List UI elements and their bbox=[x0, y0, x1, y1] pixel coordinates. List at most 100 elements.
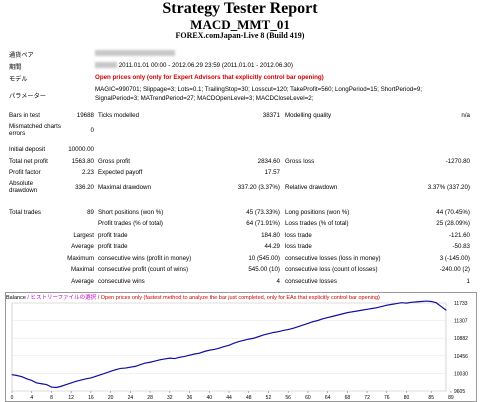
balance-point bbox=[396, 303, 398, 305]
chart-header: Balance / ヒストリーファイルの選択 / Open prices onl… bbox=[6, 295, 380, 301]
balance-point bbox=[267, 333, 269, 335]
balance-point bbox=[115, 369, 117, 371]
ticks-label: Ticks modelled bbox=[98, 112, 140, 119]
balance-point bbox=[243, 339, 245, 341]
average-pt-label: profit trade bbox=[98, 243, 128, 250]
x-tick-label: 16 bbox=[88, 395, 94, 401]
balance-point bbox=[282, 329, 284, 331]
balance-point bbox=[60, 385, 62, 387]
balance-point bbox=[75, 380, 77, 382]
balance-point bbox=[11, 374, 13, 376]
balance-point bbox=[21, 376, 23, 378]
balance-point bbox=[198, 352, 200, 354]
balance-point bbox=[263, 334, 265, 336]
period-value: 2011.01.01 00:00 - 2012.06.29 23:59 (201… bbox=[95, 62, 293, 69]
x-tick-label: 60 bbox=[305, 395, 311, 401]
avg-cw-value: 4 bbox=[276, 278, 280, 285]
mxl-cl-value: -240.00 (2) bbox=[439, 266, 470, 273]
x-tick-label: 64 bbox=[325, 395, 331, 401]
short-label: Short positions (won %) bbox=[98, 209, 164, 216]
long-label: Long positions (won %) bbox=[285, 209, 350, 216]
chart-note: Open prices only (fastest method to anal… bbox=[100, 295, 380, 301]
quality-value: n/a bbox=[461, 112, 470, 119]
x-tick-label: 28 bbox=[147, 395, 153, 401]
balance-point bbox=[401, 302, 403, 304]
balance-point bbox=[179, 356, 181, 358]
balance-point bbox=[193, 353, 195, 355]
x-tick-label: 76 bbox=[384, 395, 390, 401]
y-tick-label: 11733 bbox=[454, 301, 468, 307]
balance-point bbox=[169, 357, 171, 359]
max-cw-label: consecutive wins (profit in money) bbox=[98, 255, 192, 262]
chart-balance-label: Balance bbox=[6, 295, 26, 301]
largest-lt-value: -121.60 bbox=[449, 232, 470, 239]
balance-point bbox=[341, 313, 343, 315]
y-tick-label: 10882 bbox=[454, 336, 468, 342]
net-value: 1563.80 bbox=[71, 158, 94, 165]
balance-point bbox=[248, 338, 250, 340]
balance-point bbox=[218, 347, 220, 349]
symbol-value-redacted bbox=[95, 50, 175, 57]
balance-point bbox=[159, 359, 161, 361]
balance-point bbox=[440, 305, 442, 307]
x-tick-label: 56 bbox=[285, 395, 291, 401]
balance-point bbox=[70, 382, 72, 384]
balance-point bbox=[80, 379, 82, 381]
balance-point bbox=[381, 305, 383, 307]
gross-profit-value: 2834.60 bbox=[257, 158, 280, 165]
balance-point bbox=[208, 349, 210, 351]
avg-label: Average bbox=[71, 278, 94, 285]
report-subtitle: MACD_MMT_01 bbox=[190, 17, 290, 32]
chart-history-label: ヒストリーファイルの選択 bbox=[30, 295, 97, 301]
max-cl-label: consecutive losses (loss in money) bbox=[285, 255, 381, 262]
balance-point bbox=[346, 312, 348, 314]
balance-point bbox=[203, 351, 205, 353]
balance-point bbox=[16, 374, 18, 376]
balance-point bbox=[371, 308, 373, 309]
x-tick-label: 44 bbox=[226, 395, 232, 401]
x-tick-label: 32 bbox=[167, 395, 173, 401]
report-title: Strategy Tester Report bbox=[162, 0, 318, 17]
params-line1: MAGIC=990701; Slippage=3; Lots=0.1; Trai… bbox=[95, 86, 423, 93]
balance-point bbox=[95, 375, 97, 377]
max-cl-value: 3 (-145.00) bbox=[439, 255, 470, 262]
balance-point bbox=[100, 374, 102, 376]
plot-frame bbox=[11, 302, 447, 392]
x-tick-label: 36 bbox=[187, 395, 193, 401]
mismatch-label-2: errors bbox=[9, 130, 26, 137]
largest-lt-label: loss trade bbox=[285, 232, 312, 239]
balance-point bbox=[31, 379, 33, 381]
x-tick-label: 40 bbox=[206, 395, 212, 401]
balance-point bbox=[312, 321, 314, 323]
avg-cw-label: consecutive wins bbox=[98, 278, 145, 285]
abs-dd-label-2: drawdown bbox=[9, 187, 38, 194]
deposit-value: 10000.00 bbox=[68, 146, 94, 153]
balance-point bbox=[253, 337, 255, 339]
y-tick-label: 10456 bbox=[454, 354, 468, 360]
deposit-label: Initial deposit bbox=[9, 146, 46, 153]
mismatch-label-1: Mismatched charts bbox=[9, 123, 61, 130]
x-tick-label: 20 bbox=[108, 395, 114, 401]
balance-point bbox=[366, 308, 368, 310]
balance-point bbox=[292, 327, 294, 329]
symbol-label: 通貨ペア bbox=[9, 52, 34, 59]
balance-point bbox=[361, 309, 363, 311]
gross-loss-label: Gross loss bbox=[285, 158, 315, 165]
balance-chart: Balance / ヒストリーファイルの選択 / Open prices onl… bbox=[5, 292, 477, 402]
balance-point bbox=[386, 304, 388, 306]
balance-point bbox=[105, 372, 107, 374]
balance-point bbox=[36, 382, 38, 384]
average-label: Average bbox=[71, 243, 94, 250]
gross-profit-label: Gross profit bbox=[98, 158, 130, 165]
balance-point bbox=[164, 358, 166, 360]
x-tick-label: 72 bbox=[364, 395, 370, 401]
maximum-label: Maximum bbox=[67, 255, 94, 262]
balance-point bbox=[124, 367, 126, 369]
balance-point bbox=[233, 342, 235, 344]
y-tick-label: 9605 bbox=[454, 389, 465, 395]
balance-point bbox=[228, 344, 230, 346]
x-tick-label: 8 bbox=[50, 395, 53, 401]
lt-value: 25 (28.09%) bbox=[436, 220, 470, 227]
short-value: 45 (73.33%) bbox=[246, 209, 280, 216]
